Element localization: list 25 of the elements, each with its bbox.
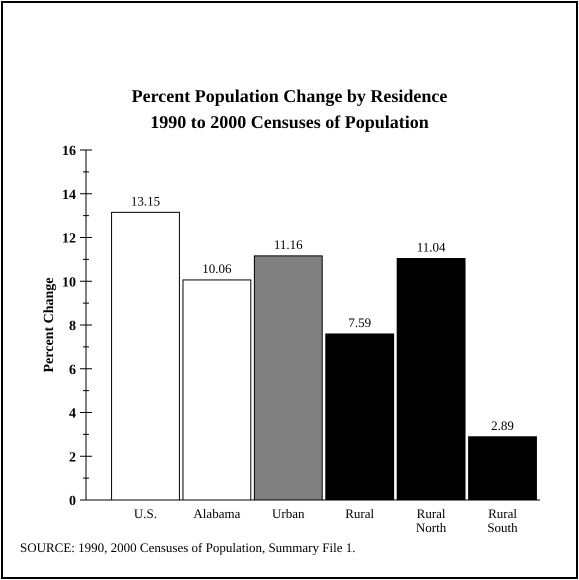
data-label: 2.89 — [491, 418, 514, 433]
data-label: 11.16 — [274, 236, 304, 252]
y-tick-label: 6 — [69, 362, 76, 378]
source-note: SOURCE: 1990, 2000 Censuses of Population, Summary File 1. — [20, 540, 356, 555]
data-label: 7.59 — [348, 314, 372, 330]
y-tick-label: 0 — [69, 494, 76, 509]
y-tick-label: 2 — [69, 450, 76, 466]
data-label: 10.06 — [202, 260, 232, 276]
data-label: 13.15 — [130, 193, 160, 208]
x-tick-label: Rural — [345, 506, 375, 521]
x-tick-label: Urban — [272, 506, 306, 521]
y-tick-label: 12 — [62, 232, 76, 246]
x-tick-label: Rural North — [416, 506, 447, 535]
y-axis-title: Percent Change — [42, 278, 57, 372]
y-tick-label: 10 — [62, 275, 76, 290]
x-tick-label: Rural South — [487, 506, 518, 535]
chart-title: Percent Population Change by Residence — [132, 86, 448, 106]
x-tick-label: Alabama — [193, 506, 241, 521]
x-tick-label: U.S. — [134, 506, 158, 521]
y-tick-label: 16 — [62, 144, 76, 159]
y-tick-label: 4 — [69, 406, 76, 422]
y-tick-label: 14 — [62, 188, 76, 203]
data-label: 11.04 — [416, 240, 446, 254]
chart-subtitle: 1990 to 2000 Censuses of Population — [150, 112, 429, 132]
y-tick-label: 8 — [69, 319, 76, 334]
